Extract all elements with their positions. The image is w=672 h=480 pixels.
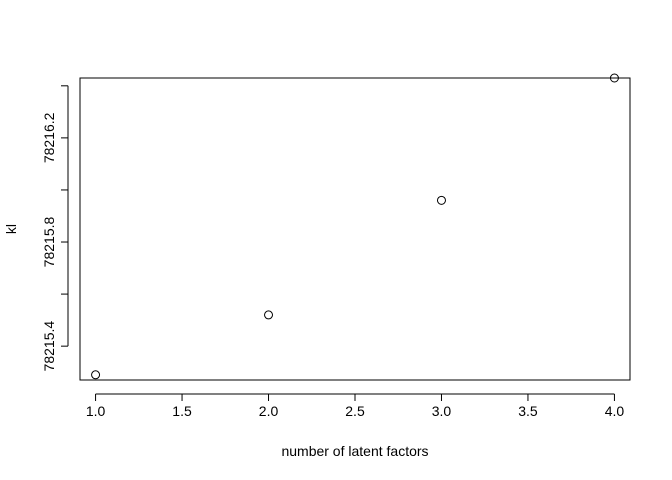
data-point	[436, 195, 446, 205]
x-tick-label: 4.0	[605, 403, 625, 419]
x-tick-label: 1.0	[86, 403, 106, 419]
data-point	[609, 73, 619, 83]
data-points	[91, 73, 619, 380]
data-point	[91, 370, 101, 380]
y-axis: 78215.4 78215.8 78216.2	[41, 85, 69, 372]
x-tick-label: 3.0	[432, 403, 452, 419]
data-point	[264, 310, 274, 320]
y-tick-label: 78215.4	[41, 321, 57, 372]
plot-frame	[79, 77, 631, 381]
x-tick-label: 1.5	[172, 403, 192, 419]
x-tick-label: 2.0	[259, 403, 279, 419]
x-tick-label: 3.5	[518, 403, 538, 419]
x-axis: 1.0 1.5 2.0 2.5 3.0 3.5 4.0	[86, 393, 625, 419]
x-tick-label: 2.5	[345, 403, 365, 419]
y-tick-label: 78215.8	[41, 217, 57, 268]
x-axis-label: number of latent factors	[281, 443, 428, 459]
y-tick-label: 78216.2	[41, 112, 57, 163]
y-axis-label: kl	[3, 224, 19, 234]
